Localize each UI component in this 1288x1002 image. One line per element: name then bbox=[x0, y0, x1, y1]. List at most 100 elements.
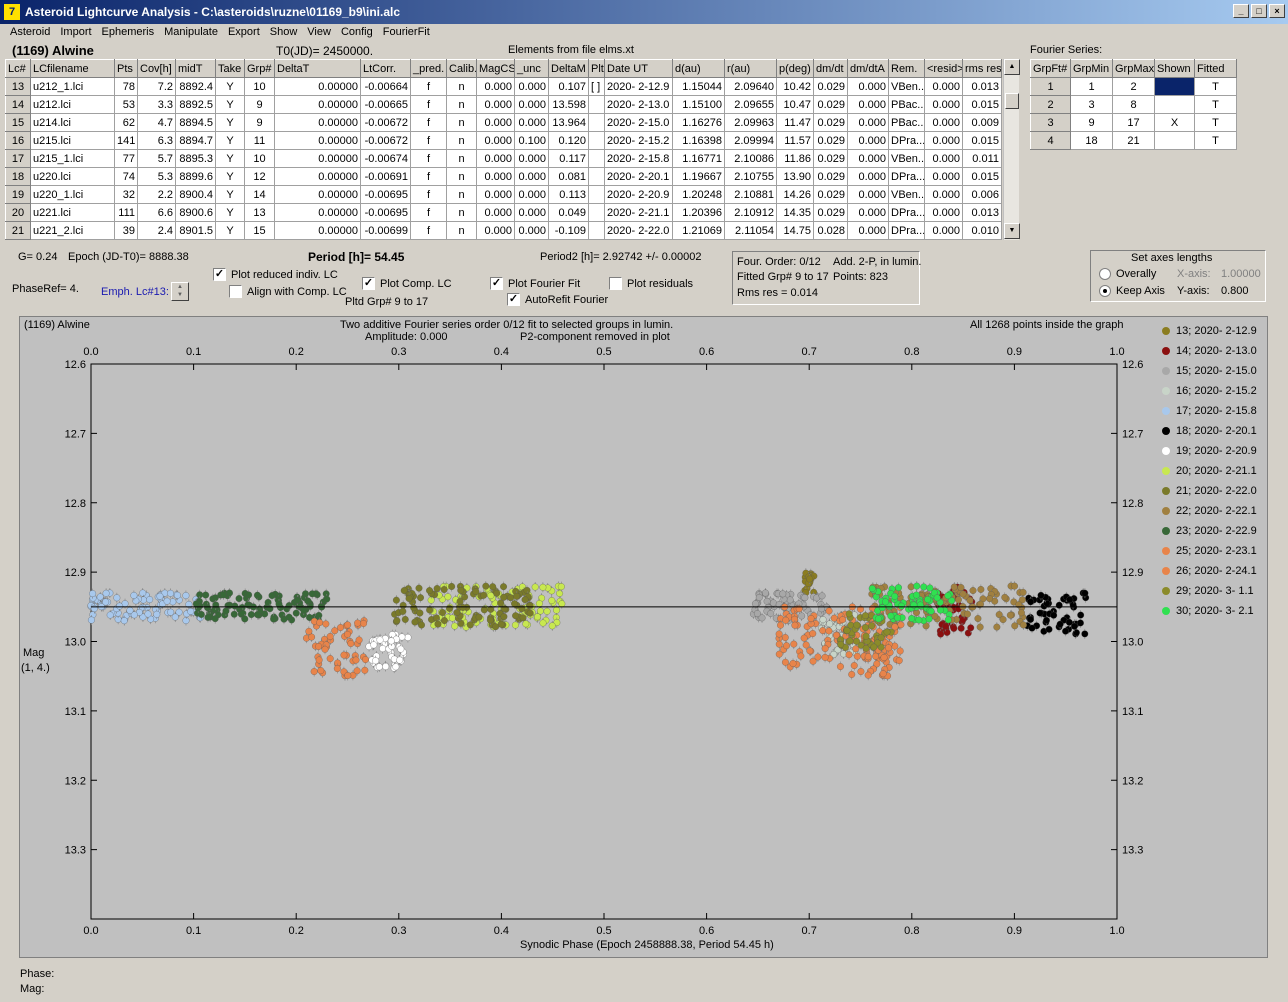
table-cell[interactable]: 0.000 bbox=[847, 203, 889, 222]
fourier-row[interactable]: 3 9 17 X T bbox=[1030, 113, 1237, 132]
table-cell[interactable]: 2020- 2-15.0 bbox=[604, 113, 673, 132]
fourier-col-header[interactable]: GrpMax bbox=[1112, 59, 1155, 78]
menu-view[interactable]: View bbox=[307, 26, 331, 38]
table-cell[interactable]: VBen... bbox=[888, 77, 925, 96]
table-cell[interactable]: 74 bbox=[114, 167, 138, 186]
table-cell[interactable]: 14 bbox=[244, 185, 275, 204]
x-axis-value[interactable]: 1.00000 bbox=[1221, 268, 1261, 280]
table-cell[interactable]: u215.lci bbox=[30, 131, 115, 150]
row-number[interactable]: 13 bbox=[5, 77, 31, 96]
col-header[interactable]: Take bbox=[215, 59, 245, 78]
table-cell[interactable]: f bbox=[410, 149, 447, 168]
table-cell[interactable]: -0.109 bbox=[548, 221, 589, 240]
table-cell[interactable]: Y bbox=[215, 203, 245, 222]
table-cell[interactable]: 10.42 bbox=[776, 77, 814, 96]
maximize-button[interactable]: □ bbox=[1251, 4, 1267, 18]
table-cell[interactable]: 0.015 bbox=[962, 131, 1002, 150]
table-cell[interactable]: 0.000 bbox=[924, 113, 963, 132]
table-cell[interactable]: 0.000 bbox=[476, 203, 515, 222]
plot-residuals-checkbox[interactable]: Plot residuals bbox=[609, 277, 693, 290]
table-cell[interactable]: 0.000 bbox=[476, 95, 515, 114]
fourier-cell[interactable] bbox=[1154, 77, 1195, 96]
col-header[interactable]: MagCS bbox=[476, 59, 515, 78]
fourier-row-number[interactable]: 1 bbox=[1030, 77, 1071, 96]
table-cell[interactable]: Y bbox=[215, 113, 245, 132]
table-cell[interactable]: 0.029 bbox=[813, 167, 848, 186]
table-cell[interactable]: 2.10881 bbox=[724, 185, 777, 204]
table-cell[interactable]: 0.029 bbox=[813, 113, 848, 132]
table-cell[interactable]: 2020- 2-20.1 bbox=[604, 167, 673, 186]
table-cell[interactable]: 0.107 bbox=[548, 77, 589, 96]
y-axis-value[interactable]: 0.800 bbox=[1221, 285, 1249, 297]
table-cell[interactable]: n bbox=[446, 95, 477, 114]
col-header[interactable]: LtCorr. bbox=[360, 59, 411, 78]
table-cell[interactable]: 6.6 bbox=[137, 203, 176, 222]
table-cell[interactable]: DPra... bbox=[888, 167, 925, 186]
keep-axis-radio[interactable]: Keep Axis bbox=[1099, 285, 1165, 297]
col-header[interactable]: _unc bbox=[514, 59, 549, 78]
scroll-down-icon[interactable]: ▼ bbox=[1004, 223, 1020, 239]
close-button[interactable]: × bbox=[1269, 4, 1285, 18]
fourier-cell[interactable]: 21 bbox=[1112, 131, 1155, 150]
table-cell[interactable]: 15 bbox=[244, 221, 275, 240]
table-cell[interactable]: 0.000 bbox=[476, 221, 515, 240]
table-cell[interactable] bbox=[588, 95, 605, 114]
fourier-col-header[interactable]: Shown bbox=[1154, 59, 1195, 78]
table-cell[interactable]: 2.11054 bbox=[724, 221, 777, 240]
table-cell[interactable]: 0.000 bbox=[924, 185, 963, 204]
table-cell[interactable]: 0.000 bbox=[514, 167, 549, 186]
table-cell[interactable]: 39 bbox=[114, 221, 138, 240]
row-number[interactable]: 17 bbox=[5, 149, 31, 168]
table-cell[interactable]: f bbox=[410, 185, 447, 204]
table-cell[interactable]: [ ] bbox=[588, 77, 605, 96]
row-number[interactable]: 16 bbox=[5, 131, 31, 150]
table-cell[interactable]: 10.47 bbox=[776, 95, 814, 114]
table-cell[interactable]: 2.09640 bbox=[724, 77, 777, 96]
fourier-cell[interactable]: T bbox=[1194, 113, 1237, 132]
table-cell[interactable]: 0.000 bbox=[847, 167, 889, 186]
table-cell[interactable]: 2.09994 bbox=[724, 131, 777, 150]
table-cell[interactable]: 0.000 bbox=[924, 77, 963, 96]
table-cell[interactable]: f bbox=[410, 203, 447, 222]
table-cell[interactable]: f bbox=[410, 167, 447, 186]
table-cell[interactable]: 12 bbox=[244, 167, 275, 186]
table-cell[interactable]: 0.000 bbox=[847, 113, 889, 132]
table-cell[interactable]: PBac... bbox=[888, 95, 925, 114]
table-cell[interactable]: 0.015 bbox=[962, 95, 1002, 114]
align-comp-checkbox[interactable]: Align with Comp. LC bbox=[229, 285, 347, 298]
table-cell[interactable]: u220_1.lci bbox=[30, 185, 115, 204]
col-header[interactable]: DeltaM bbox=[548, 59, 589, 78]
table-cell[interactable]: 0.000 bbox=[514, 185, 549, 204]
table-cell[interactable]: 0.049 bbox=[548, 203, 589, 222]
table-cell[interactable]: 14.75 bbox=[776, 221, 814, 240]
table-cell[interactable] bbox=[588, 167, 605, 186]
table-cell[interactable]: f bbox=[410, 77, 447, 96]
table-cell[interactable]: 0.006 bbox=[962, 185, 1002, 204]
table-cell[interactable]: 3.3 bbox=[137, 95, 176, 114]
table-row[interactable]: 15 u214.lci 62 4.7 8894.5 Y 9 0.00000 -0.00672 f n… bbox=[5, 113, 1002, 132]
table-cell[interactable]: u212_1.lci bbox=[30, 77, 115, 96]
fourier-cell[interactable]: 9 bbox=[1070, 113, 1113, 132]
table-cell[interactable]: -0.00665 bbox=[360, 95, 411, 114]
table-cell[interactable]: 8900.6 bbox=[175, 203, 216, 222]
table-cell[interactable]: 0.029 bbox=[813, 131, 848, 150]
menu-fourierfit[interactable]: FourierFit bbox=[382, 26, 430, 38]
table-cell[interactable] bbox=[588, 221, 605, 240]
table-cell[interactable]: 2.10755 bbox=[724, 167, 777, 186]
fourier-cell[interactable]: 3 bbox=[1070, 95, 1113, 114]
col-header[interactable]: Cov[h] bbox=[137, 59, 176, 78]
table-cell[interactable]: 0.00000 bbox=[274, 221, 361, 240]
fourier-col-header[interactable]: GrpMin bbox=[1070, 59, 1113, 78]
row-number[interactable]: 21 bbox=[5, 221, 31, 240]
row-number[interactable]: 20 bbox=[5, 203, 31, 222]
row-number[interactable]: 19 bbox=[5, 185, 31, 204]
table-cell[interactable]: 0.000 bbox=[847, 95, 889, 114]
table-cell[interactable]: 0.000 bbox=[847, 149, 889, 168]
table-cell[interactable]: -0.00674 bbox=[360, 149, 411, 168]
table-cell[interactable]: -0.00672 bbox=[360, 131, 411, 150]
table-cell[interactable]: 13.598 bbox=[548, 95, 589, 114]
col-header[interactable]: midT bbox=[175, 59, 216, 78]
fourier-cell[interactable]: T bbox=[1194, 77, 1237, 96]
